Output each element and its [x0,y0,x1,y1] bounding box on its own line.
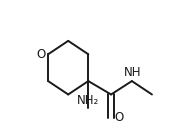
Text: NH₂: NH₂ [77,94,100,107]
Text: NH: NH [124,66,141,79]
Text: O: O [114,111,124,124]
Text: O: O [36,48,45,61]
